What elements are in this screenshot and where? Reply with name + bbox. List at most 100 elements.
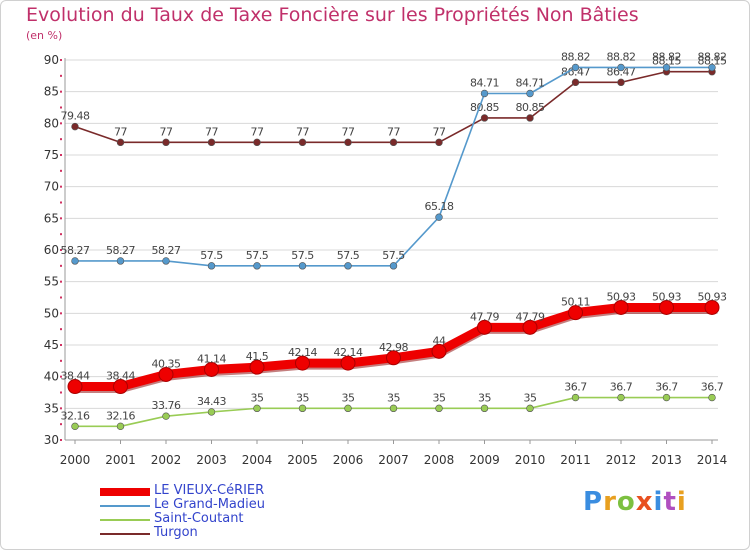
legend-item: Le Grand-Madieu xyxy=(100,497,340,513)
data-point xyxy=(295,355,310,371)
minor-tick-mark xyxy=(60,375,62,378)
data-point xyxy=(162,138,170,147)
data-point xyxy=(389,404,398,413)
minor-tick-mark xyxy=(60,106,62,109)
data-point xyxy=(298,404,307,413)
minor-tick-mark xyxy=(60,138,62,141)
data-label: 40.35 xyxy=(152,357,181,370)
brand-letter: P xyxy=(583,487,604,517)
data-point xyxy=(526,114,534,122)
x-tick-label: 2008 xyxy=(424,453,455,467)
data-point xyxy=(253,404,261,413)
data-label: 77 xyxy=(160,125,173,138)
y-tick-label: 90 xyxy=(44,53,59,67)
data-label: 44 xyxy=(433,334,446,347)
data-point xyxy=(659,299,674,315)
data-label: 32.16 xyxy=(61,409,90,422)
minor-tick-mark xyxy=(60,359,62,362)
data-point xyxy=(389,138,398,147)
legend-label: Le Grand-Madieu xyxy=(154,497,265,512)
minor-tick-mark xyxy=(60,59,62,61)
data-label: 35 xyxy=(387,391,400,404)
data-label: 36.7 xyxy=(701,381,724,394)
y-tick-label: 75 xyxy=(44,148,59,162)
y-tick-label: 45 xyxy=(44,338,59,352)
x-tick-label: 2013 xyxy=(651,453,682,467)
minor-tick-mark xyxy=(60,312,62,315)
legend-swatch xyxy=(100,488,150,496)
x-tick-label: 2006 xyxy=(333,453,364,467)
brand-letter: o xyxy=(616,487,636,517)
data-point xyxy=(480,89,489,98)
data-point xyxy=(162,412,170,420)
x-tick-label: 2003 xyxy=(196,453,227,467)
legend-swatch xyxy=(100,505,150,507)
data-label: 50.93 xyxy=(698,290,727,303)
data-label: 35 xyxy=(342,391,355,404)
minor-tick-mark xyxy=(60,296,62,299)
minor-tick-mark xyxy=(60,233,62,236)
data-point xyxy=(435,404,443,413)
data-label: 41.5 xyxy=(246,350,269,363)
data-point xyxy=(204,361,219,377)
data-label: 88.15 xyxy=(652,55,681,68)
data-point xyxy=(617,63,625,72)
data-label: 35 xyxy=(296,391,309,404)
x-tick-label: 2002 xyxy=(151,453,182,467)
data-label: 77 xyxy=(342,125,355,138)
data-label: 84.71 xyxy=(516,77,545,90)
data-label: 65.18 xyxy=(425,200,454,213)
data-point xyxy=(344,404,352,413)
data-point xyxy=(526,89,534,98)
y-tick-label: 65 xyxy=(44,211,59,225)
data-label: 58.27 xyxy=(61,244,90,257)
data-label: 32.16 xyxy=(106,409,135,422)
data-point xyxy=(71,257,79,265)
data-point xyxy=(522,319,538,335)
data-label: 79.48 xyxy=(61,110,90,123)
data-point xyxy=(526,404,534,413)
y-tick-label: 30 xyxy=(44,433,59,447)
y-unit-label: (en %) xyxy=(26,29,63,42)
x-tick-label: 2014 xyxy=(697,453,728,467)
data-label: 86.47 xyxy=(561,65,590,78)
data-point xyxy=(477,319,492,335)
brand-letter: i xyxy=(676,487,687,517)
data-point xyxy=(617,393,625,402)
data-label: 50.11 xyxy=(561,296,590,309)
minor-tick-mark xyxy=(60,217,62,220)
minor-tick-mark xyxy=(60,328,62,331)
data-point xyxy=(67,379,83,395)
y-tick-label: 85 xyxy=(44,85,59,99)
data-point xyxy=(207,262,216,270)
x-tick-label: 2005 xyxy=(287,453,318,467)
brand-letter: x xyxy=(635,487,654,517)
data-point xyxy=(253,138,261,147)
minor-tick-mark xyxy=(60,201,62,204)
data-label: 88.15 xyxy=(698,55,727,68)
data-point xyxy=(617,78,625,87)
data-point xyxy=(662,63,671,72)
x-tick-label: 2001 xyxy=(105,453,136,467)
data-label: 57.5 xyxy=(291,249,314,262)
data-point xyxy=(249,359,265,375)
brand-letter: t xyxy=(663,487,677,517)
y-tick-label: 60 xyxy=(44,243,59,257)
minor-tick-mark xyxy=(60,439,62,441)
data-label: 77 xyxy=(387,125,400,138)
data-point xyxy=(435,213,443,221)
data-label: 35 xyxy=(524,391,537,404)
minor-tick-mark xyxy=(60,154,62,156)
minor-tick-mark xyxy=(60,407,62,410)
y-tick-label: 55 xyxy=(44,275,59,289)
data-label: 47.79 xyxy=(470,310,499,323)
data-point xyxy=(571,78,580,87)
minor-tick-mark xyxy=(60,185,62,188)
data-label: 36.7 xyxy=(564,381,587,394)
data-point xyxy=(480,404,489,413)
minor-tick-mark xyxy=(60,74,62,77)
data-point xyxy=(116,422,125,431)
legend-label: Saint-Coutant xyxy=(154,511,244,526)
y-tick-label: 50 xyxy=(44,306,59,320)
data-label: 58.27 xyxy=(106,244,135,257)
